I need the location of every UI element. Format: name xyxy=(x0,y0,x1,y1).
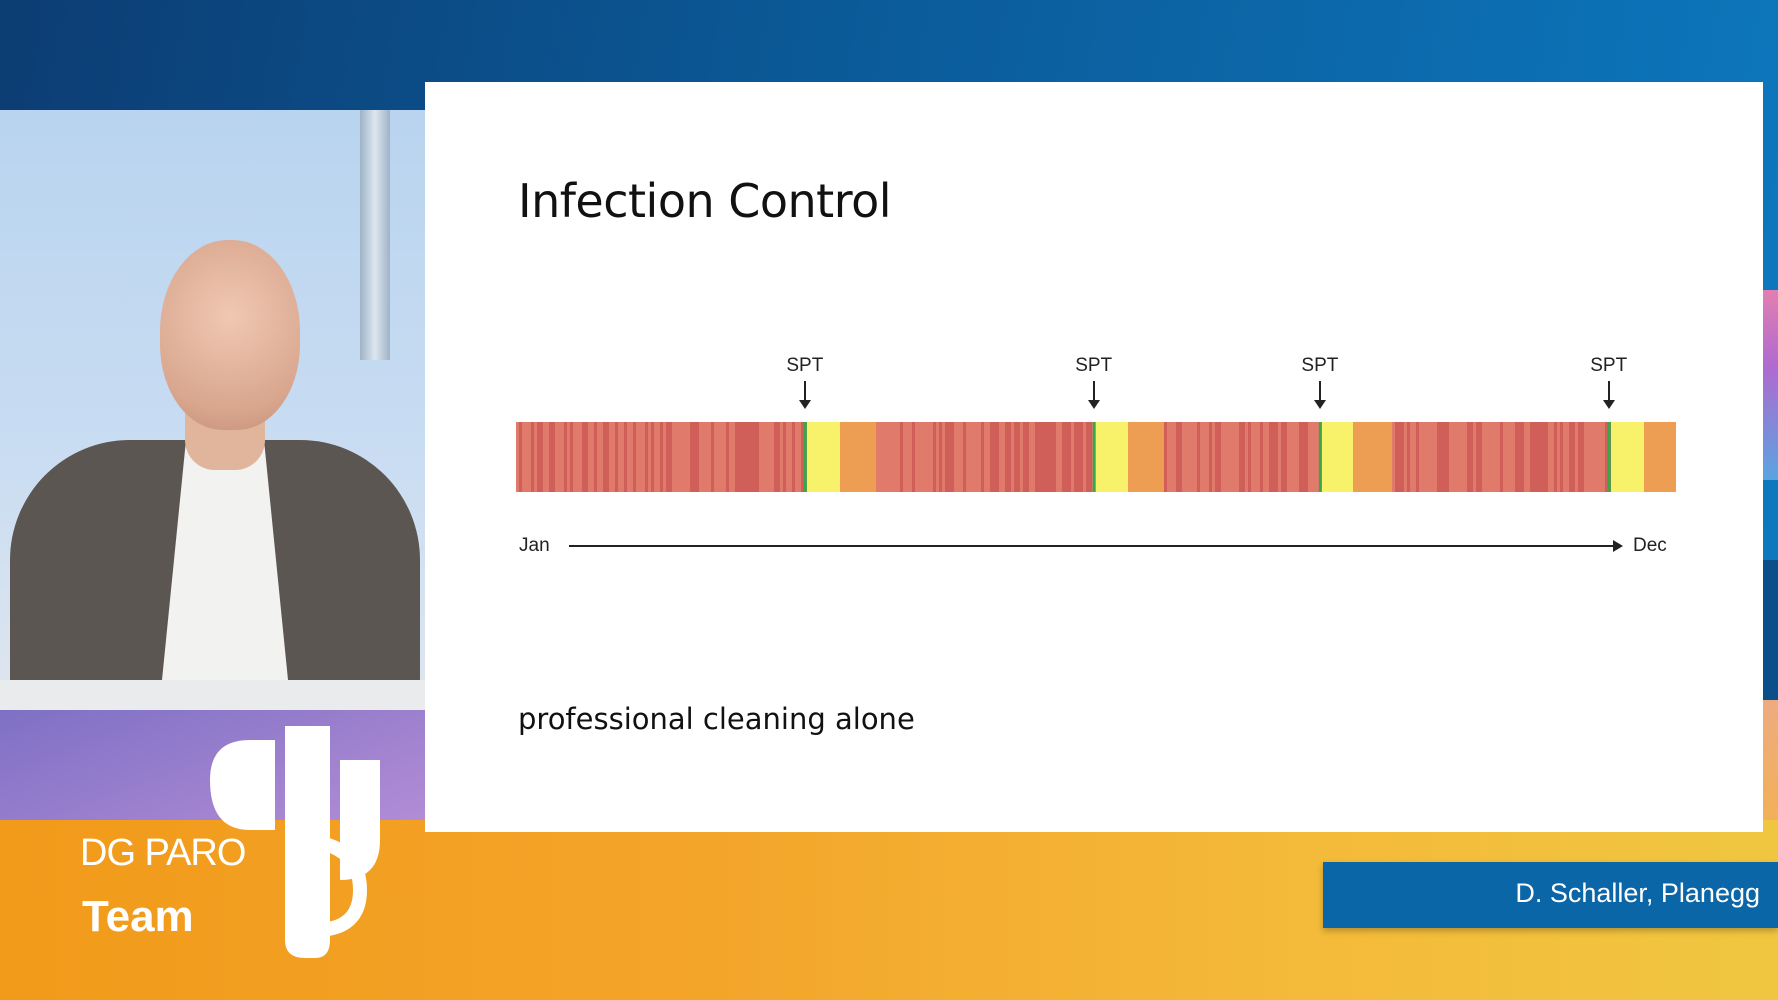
presenter-head xyxy=(160,240,300,430)
spt-marker-1: SPT xyxy=(775,355,835,409)
spt-marker-3: SPT xyxy=(1290,355,1350,409)
dg-paro-logo-mark xyxy=(210,726,380,958)
timeline-axis-arrow xyxy=(569,540,1623,552)
speaker-name: D. Schaller, Planegg xyxy=(1515,878,1760,908)
team-label: Team xyxy=(82,892,194,941)
timeline-start-label: Jan xyxy=(519,535,550,556)
down-arrow-icon xyxy=(1087,381,1100,409)
spt-marker-label: SPT xyxy=(1075,355,1113,376)
down-arrow-icon xyxy=(1602,381,1615,409)
spt-marker-label: SPT xyxy=(1301,355,1339,376)
presenter-video xyxy=(0,110,425,710)
treatment-mark-1 xyxy=(803,422,807,492)
timeline-end-label: Dec xyxy=(1633,535,1667,556)
treatment-mark-3 xyxy=(1318,422,1322,492)
org-name: DG PARO xyxy=(80,832,246,874)
lower-third-name-bar: D. Schaller, Planegg xyxy=(1323,862,1778,928)
treatment-mark-4 xyxy=(1607,422,1611,492)
spt-marker-4: SPT xyxy=(1579,355,1639,409)
presentation-slide: Infection Control SPT SPT SPT SPT Jan Dec p… xyxy=(425,82,1763,832)
inflammation-timeline-bar xyxy=(516,422,1676,492)
spt-marker-2: SPT xyxy=(1064,355,1124,409)
slide-caption: professional cleaning alone xyxy=(518,702,915,736)
slide-title: Infection Control xyxy=(518,174,892,228)
window-frame xyxy=(360,110,390,360)
down-arrow-icon xyxy=(798,381,811,409)
spt-marker-label: SPT xyxy=(1590,355,1628,376)
spt-marker-label: SPT xyxy=(786,355,824,376)
desk xyxy=(0,680,425,710)
treatment-mark-2 xyxy=(1092,422,1096,492)
decorative-stripes xyxy=(1762,290,1778,480)
down-arrow-icon xyxy=(1313,381,1326,409)
